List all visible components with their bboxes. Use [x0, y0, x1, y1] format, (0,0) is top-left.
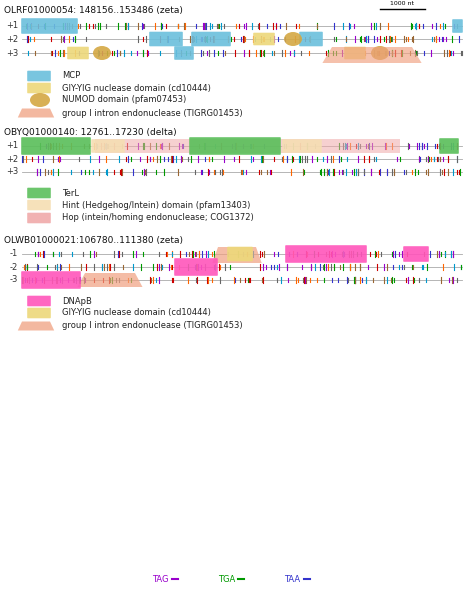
- Text: OLWB01000021:106780..111380 (zeta): OLWB01000021:106780..111380 (zeta): [4, 237, 183, 246]
- Bar: [95, 139, 400, 153]
- Polygon shape: [78, 273, 143, 287]
- Text: group I intron endonuclease (TIGRG01453): group I intron endonuclease (TIGRG01453): [62, 108, 243, 117]
- Text: -2: -2: [10, 262, 18, 272]
- FancyBboxPatch shape: [174, 258, 218, 276]
- Text: Hop (intein/homing endonuclease; COG1372): Hop (intein/homing endonuclease; COG1372…: [62, 213, 254, 222]
- Ellipse shape: [30, 93, 50, 107]
- FancyBboxPatch shape: [27, 188, 51, 198]
- Text: +1: +1: [6, 21, 18, 30]
- FancyBboxPatch shape: [227, 247, 253, 261]
- FancyBboxPatch shape: [21, 137, 91, 155]
- FancyBboxPatch shape: [189, 137, 281, 155]
- FancyBboxPatch shape: [299, 32, 323, 46]
- FancyBboxPatch shape: [174, 46, 194, 60]
- FancyBboxPatch shape: [27, 71, 51, 81]
- FancyBboxPatch shape: [27, 296, 51, 306]
- Text: TAG: TAG: [152, 575, 168, 583]
- FancyBboxPatch shape: [21, 18, 78, 34]
- Text: +3: +3: [6, 167, 18, 176]
- Text: NUMOD domain (pfam07453): NUMOD domain (pfam07453): [62, 95, 186, 104]
- Text: OBYQ01000140: 12761..17230 (delta): OBYQ01000140: 12761..17230 (delta): [4, 129, 177, 138]
- Text: -3: -3: [9, 275, 18, 284]
- Text: group I intron endonuclease (TIGRG01453): group I intron endonuclease (TIGRG01453): [62, 321, 243, 331]
- FancyBboxPatch shape: [21, 271, 81, 289]
- Polygon shape: [212, 247, 262, 263]
- FancyBboxPatch shape: [403, 246, 429, 262]
- FancyBboxPatch shape: [282, 139, 322, 153]
- FancyBboxPatch shape: [253, 33, 275, 45]
- Polygon shape: [18, 321, 54, 331]
- Text: 1000 nt: 1000 nt: [390, 1, 414, 6]
- Text: TGA: TGA: [218, 575, 235, 583]
- Ellipse shape: [284, 32, 302, 46]
- FancyBboxPatch shape: [27, 213, 51, 224]
- FancyBboxPatch shape: [344, 46, 366, 59]
- Text: MCP: MCP: [62, 72, 80, 80]
- Text: Hint (Hedgehog/Intein) domain (pfam13403): Hint (Hedgehog/Intein) domain (pfam13403…: [62, 200, 250, 210]
- FancyBboxPatch shape: [27, 308, 51, 318]
- FancyBboxPatch shape: [452, 19, 463, 33]
- Text: +2: +2: [6, 35, 18, 44]
- Ellipse shape: [371, 46, 389, 60]
- Text: DNApB: DNApB: [62, 296, 92, 306]
- Text: GIY-YIG nuclease domain (cd10444): GIY-YIG nuclease domain (cd10444): [62, 309, 211, 318]
- FancyBboxPatch shape: [27, 83, 51, 94]
- Text: +3: +3: [6, 48, 18, 57]
- FancyBboxPatch shape: [67, 46, 89, 59]
- FancyBboxPatch shape: [285, 245, 367, 263]
- FancyBboxPatch shape: [191, 32, 231, 46]
- FancyBboxPatch shape: [91, 139, 125, 153]
- Text: TAA: TAA: [284, 575, 300, 583]
- Polygon shape: [18, 108, 54, 117]
- Polygon shape: [322, 47, 421, 63]
- Text: TerL: TerL: [62, 188, 79, 197]
- Ellipse shape: [93, 46, 111, 60]
- Text: OLRF01000054: 148156..153486 (zeta): OLRF01000054: 148156..153486 (zeta): [4, 7, 183, 15]
- FancyBboxPatch shape: [27, 200, 51, 210]
- Text: GIY-YIG nuclease domain (cd10444): GIY-YIG nuclease domain (cd10444): [62, 83, 211, 92]
- FancyBboxPatch shape: [439, 138, 459, 154]
- Text: -1: -1: [10, 250, 18, 259]
- Text: +1: +1: [6, 141, 18, 151]
- FancyBboxPatch shape: [149, 32, 183, 46]
- Text: +2: +2: [6, 154, 18, 163]
